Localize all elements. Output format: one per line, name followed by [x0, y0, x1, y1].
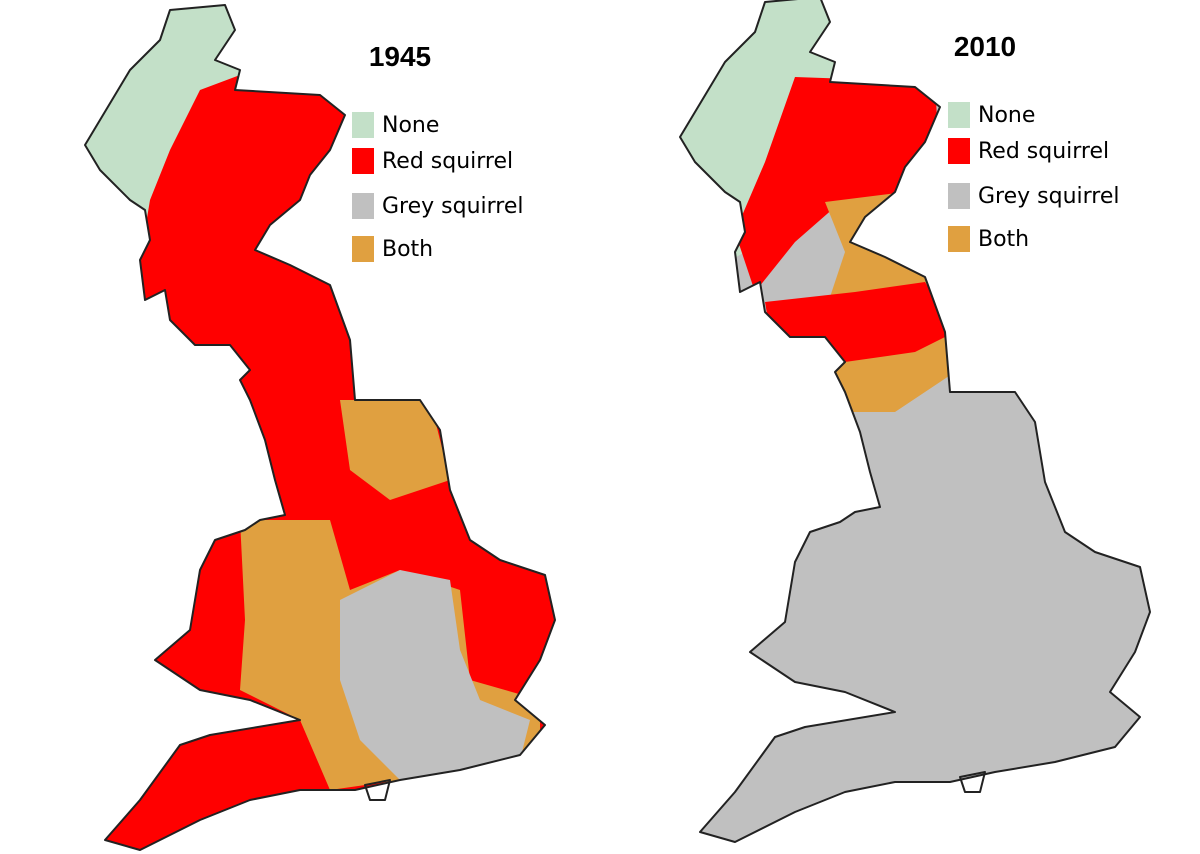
legend-swatch [948, 183, 970, 209]
legend-swatch [948, 138, 970, 164]
legend: None Red squirrel Grey squirrel Both [352, 112, 524, 262]
legend-swatch [352, 193, 374, 219]
legend-label: Grey squirrel [382, 194, 524, 219]
island [959, 771, 986, 793]
map-1945: 1945 None Red squirrel Grey squirrel Both [84, 4, 556, 851]
legend-label: Red squirrel [978, 139, 1109, 164]
legend-label: Both [382, 237, 433, 262]
map-title: 2010 [954, 31, 1016, 62]
map-title: 1945 [369, 41, 431, 72]
legend-label: Both [978, 227, 1029, 252]
legend-swatch [352, 148, 374, 174]
map-2010: 2010 None Red squirrel Grey squirrel Both [679, 0, 1151, 843]
legend-swatch [352, 112, 374, 138]
legend-swatch [948, 102, 970, 128]
legend-label: Red squirrel [382, 149, 513, 174]
legend-label: None [382, 113, 439, 138]
legend-swatch [948, 226, 970, 252]
legend-swatch [352, 236, 374, 262]
both-region [340, 400, 450, 500]
island [364, 779, 391, 801]
legend: None Red squirrel Grey squirrel Both [948, 102, 1120, 252]
red-region [735, 77, 940, 292]
legend-label: Grey squirrel [978, 184, 1120, 209]
grey-region [340, 570, 530, 780]
legend-label: None [978, 103, 1035, 128]
